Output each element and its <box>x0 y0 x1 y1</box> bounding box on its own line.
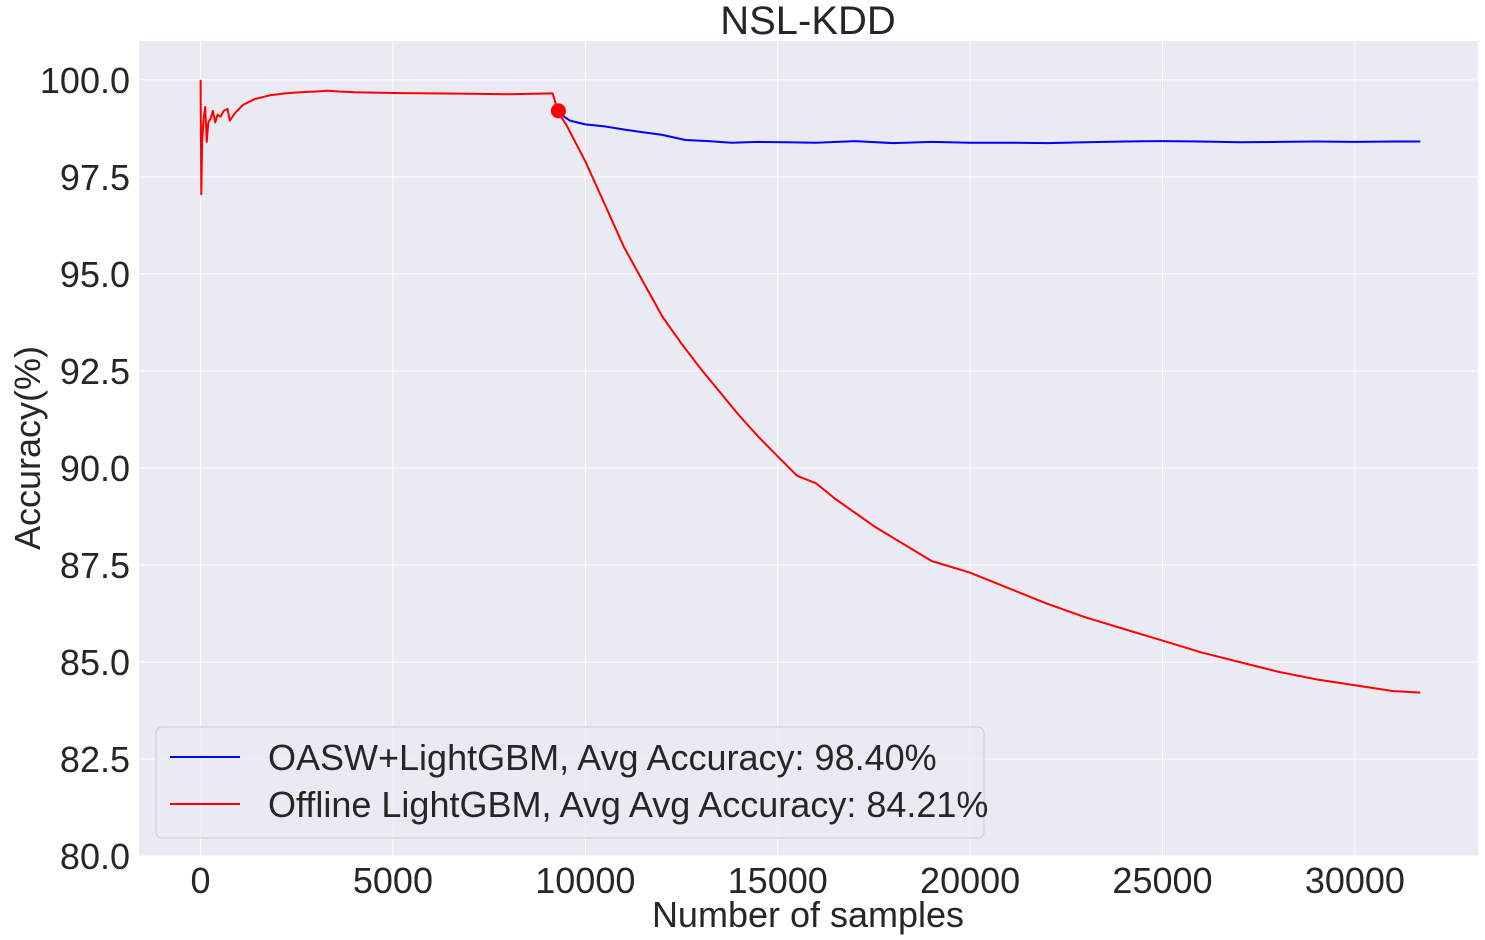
x-tick-label: 30000 <box>1305 860 1405 901</box>
x-tick-label: 20000 <box>920 860 1020 901</box>
x-tick-label: 15000 <box>728 860 828 901</box>
y-tick-labels: 80.0 82.5 85.0 87.5 90.0 92.5 95.0 97.5 100.0 <box>40 60 130 877</box>
drift-point-marker <box>550 103 566 119</box>
marker-layer <box>550 103 566 119</box>
y-tick-label: 85.0 <box>60 642 130 683</box>
x-tick-labels: 0 5000 10000 15000 20000 25000 30000 <box>191 860 1405 901</box>
series-line-0 <box>557 111 1421 145</box>
y-tick-label: 95.0 <box>60 254 130 295</box>
y-tick-label: 92.5 <box>60 351 130 392</box>
series-line-1 <box>199 79 1421 694</box>
legend-label-offline: Offline LightGBM, Avg Avg Accuracy: 84.2… <box>268 784 988 825</box>
y-tick-label: 80.0 <box>60 836 130 877</box>
y-tick-label: 87.5 <box>60 545 130 586</box>
y-tick-label: 100.0 <box>40 60 130 101</box>
y-axis-label: Accuracy(%) <box>7 346 48 550</box>
series-layer <box>199 79 1421 694</box>
x-axis-label: Number of samples <box>652 894 964 935</box>
x-tick-label: 10000 <box>535 860 635 901</box>
x-tick-label: 25000 <box>1112 860 1212 901</box>
x-tick-label: 0 <box>191 860 211 901</box>
chart-title: NSL-KDD <box>720 0 896 43</box>
legend-label-oasw: OASW+LightGBM, Avg Accuracy: 98.40% <box>268 737 937 778</box>
legend: OASW+LightGBM, Avg Accuracy: 98.40% Offl… <box>155 726 988 839</box>
y-tick-label: 97.5 <box>60 157 130 198</box>
legend-box <box>155 726 985 839</box>
y-tick-label: 82.5 <box>60 739 130 780</box>
x-tick-label: 5000 <box>353 860 433 901</box>
y-tick-label: 90.0 <box>60 448 130 489</box>
